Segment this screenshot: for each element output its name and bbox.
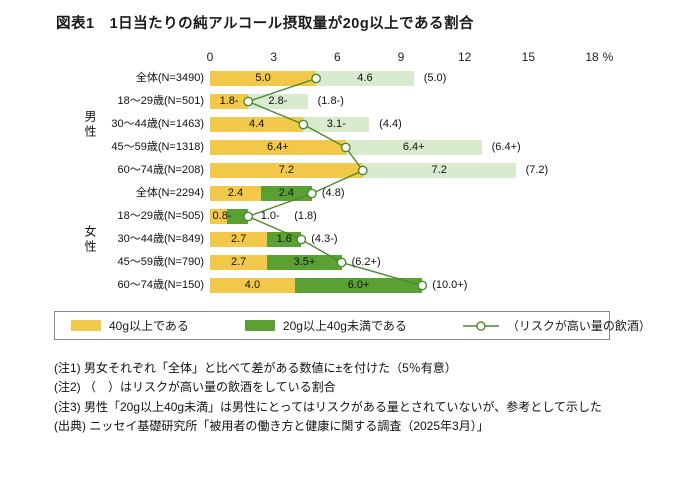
legend-item-40g: 40g以上である — [71, 317, 189, 334]
bar-value-label: 2.7 — [230, 256, 247, 268]
bar-value-label: 1.0- — [260, 210, 280, 222]
axis-unit-label: % — [602, 50, 614, 64]
legend-swatch-40g — [71, 320, 101, 331]
bar-area: 0.8- 1.0- (1.8) — [210, 205, 636, 228]
chart-row: 45〜59歳(N=1318) 6.4+ 6.4+ (6.4+) — [10, 136, 670, 159]
bar-value-label: 2.8- — [268, 95, 288, 107]
bar-value-label: 0.8- — [212, 210, 232, 222]
risk-value-label: (6.4+) — [491, 141, 521, 153]
legend-line-marker-icon — [462, 320, 499, 331]
bar-value-label: 7.2 — [278, 164, 295, 176]
chart-row: 60〜74歳(N=150) 4.0 6.0+ (10.0+) — [10, 274, 670, 297]
chart-row: 45〜59歳(N=790) 2.7 3.5+ (6.2+) — [10, 251, 670, 274]
legend-swatch-20-40 — [244, 320, 275, 331]
group-label: 女性 — [83, 224, 97, 255]
chart-row: 30〜44歳(N=849) 2.7 1.6 (4.3-) — [10, 228, 670, 251]
notes: (注1) 男女それぞれ「全体」と比べて差がある数値に±を付けた（5％有意） (注2… — [54, 360, 632, 436]
bar-value-label: 6.4+ — [402, 141, 425, 153]
x-axis: 0 3 6 9 12 15 18% — [206, 45, 670, 67]
chart-row: 18〜29歳(N=501) 1.8- 2.8- (1.8-) — [10, 90, 670, 113]
bar-area: 7.2 7.2 (7.2) — [210, 159, 636, 182]
bar-value-label: 3.1- — [326, 118, 346, 130]
legend-label-40g: 40g以上である — [109, 319, 189, 333]
note-line: (注3) 男性「20g以上40g未満」は男性にとってはリスクがある量とされていな… — [54, 399, 602, 414]
legend-item-risk-line: （リスクが高い量の飲酒） — [462, 317, 651, 334]
axis-tick-label: 18 — [585, 50, 599, 64]
bar-value-label: 6.4+ — [267, 141, 289, 153]
bar-value-label: 1.8- — [219, 95, 239, 107]
axis-tick-label: 12 — [457, 50, 472, 64]
bar-area: 4.0 6.0+ (10.0+) — [210, 274, 636, 297]
axis-tick-label: 3 — [270, 50, 277, 64]
risk-value-label: (6.2+) — [351, 256, 381, 268]
bar-value-label: 1.6 — [276, 233, 292, 245]
bar-area: 2.4 2.4 (4.8) — [210, 182, 636, 205]
bar-area: 1.8- 2.8- (1.8-) — [210, 90, 636, 113]
note-line: (注1) 男女それぞれ「全体」と比べて差がある数値に±を付けた（5％有意） — [54, 361, 457, 375]
axis-tick-label: 9 — [397, 50, 405, 64]
category-label: 18〜29歳(N=501) — [117, 95, 204, 107]
bar-area: 2.7 3.5+ (6.2+) — [210, 251, 636, 274]
bar-value-label: 4.4 — [249, 118, 265, 130]
bar-value-label: 2.7 — [230, 233, 247, 245]
bar-value-label: 6.0+ — [347, 279, 370, 291]
category-label: 30〜44歳(N=1463) — [111, 118, 204, 130]
category-label: 全体(N=2294) — [135, 187, 204, 199]
bar-value-label: 4.6 — [357, 72, 373, 84]
note-line: (注2) （ ）はリスクが高い量の飲酒をしている割合 — [54, 380, 336, 395]
bar-value-label: 2.4 — [278, 187, 295, 199]
category-label: 60〜74歳(N=208) — [117, 164, 204, 176]
bar-segment-40g — [210, 94, 249, 109]
risk-value-label: (4.8) — [321, 187, 345, 199]
category-label: 全体(N=3490) — [135, 72, 204, 84]
bar-area: 6.4+ 6.4+ (6.4+) — [210, 136, 636, 159]
bar-area: 4.4 3.1- (4.4) — [210, 113, 636, 136]
risk-value-label: (10.0+) — [432, 279, 468, 291]
axis-tick-label: 15 — [521, 50, 536, 64]
legend: 40g以上である 20g以上40g未満である （リスクが高い量の飲酒） — [54, 311, 651, 340]
chart-row: 全体(N=3490) 5.0 4.6 (5.0) — [10, 67, 670, 90]
category-label: 60〜74歳(N=150) — [117, 279, 204, 291]
axis-tick-label: 6 — [333, 50, 341, 64]
chart-row: 全体(N=2294) 2.4 2.4 (4.8) — [10, 182, 670, 205]
risk-value-label: (1.8) — [294, 210, 317, 222]
bar-value-label: 2.4 — [227, 187, 244, 199]
legend-label-risk-line: （リスクが高い量の飲酒） — [506, 319, 651, 333]
bar-value-label: 4.0 — [244, 279, 261, 291]
bar-area: 5.0 4.6 (5.0) — [210, 67, 636, 90]
legend-label-20-40: 20g以上40g未満である — [282, 319, 407, 333]
legend-item-20-40: 20g以上40g未満である — [244, 317, 407, 334]
risk-value-label: (7.2) — [525, 164, 549, 176]
chart-row: 60〜74歳(N=208) 7.2 7.2 (7.2) — [10, 159, 670, 182]
chart-row: 30〜44歳(N=1463) 4.4 3.1- (4.4) — [10, 113, 670, 136]
bar-value-label: 7.2 — [431, 164, 447, 176]
page-title: 図表1 1日当たりの純アルコール摂取量が20g以上である割合 — [56, 16, 475, 32]
risk-value-label: (1.8-) — [317, 95, 344, 107]
bar-segment-20-40 — [226, 209, 249, 224]
chart: 0 3 6 9 12 15 18% 全体(N=3490) 5.0 4.6 (5.0) 18〜29歳(… — [10, 45, 670, 297]
chart-row: 18〜29歳(N=505) 0.8- 1.0- (1.8) — [10, 205, 670, 228]
category-label: 18〜29歳(N=505) — [117, 210, 204, 222]
bar-value-label: 5.0 — [255, 72, 271, 84]
risk-value-label: (5.0) — [423, 72, 447, 84]
group-label: 男性 — [83, 109, 97, 140]
plot-area: 全体(N=3490) 5.0 4.6 (5.0) 18〜29歳(N=501) 1.8- 2.… — [10, 67, 670, 297]
bar-segment-40g — [210, 209, 227, 224]
category-label: 45〜59歳(N=1318) — [111, 141, 204, 153]
bar-area: 2.7 1.6 (4.3-) — [210, 228, 636, 251]
category-label: 45〜59歳(N=790) — [117, 256, 204, 268]
category-label: 30〜44歳(N=849) — [117, 233, 204, 245]
risk-value-label: (4.3-) — [311, 233, 338, 245]
risk-value-label: (4.4) — [379, 118, 402, 130]
note-line: (出典) ニッセイ基礎研究所「被用者の働き方と健康に関する調査（2025年3月）… — [54, 419, 489, 434]
axis-tick-label: 0 — [206, 50, 214, 64]
bar-value-label: 3.5+ — [293, 256, 316, 268]
